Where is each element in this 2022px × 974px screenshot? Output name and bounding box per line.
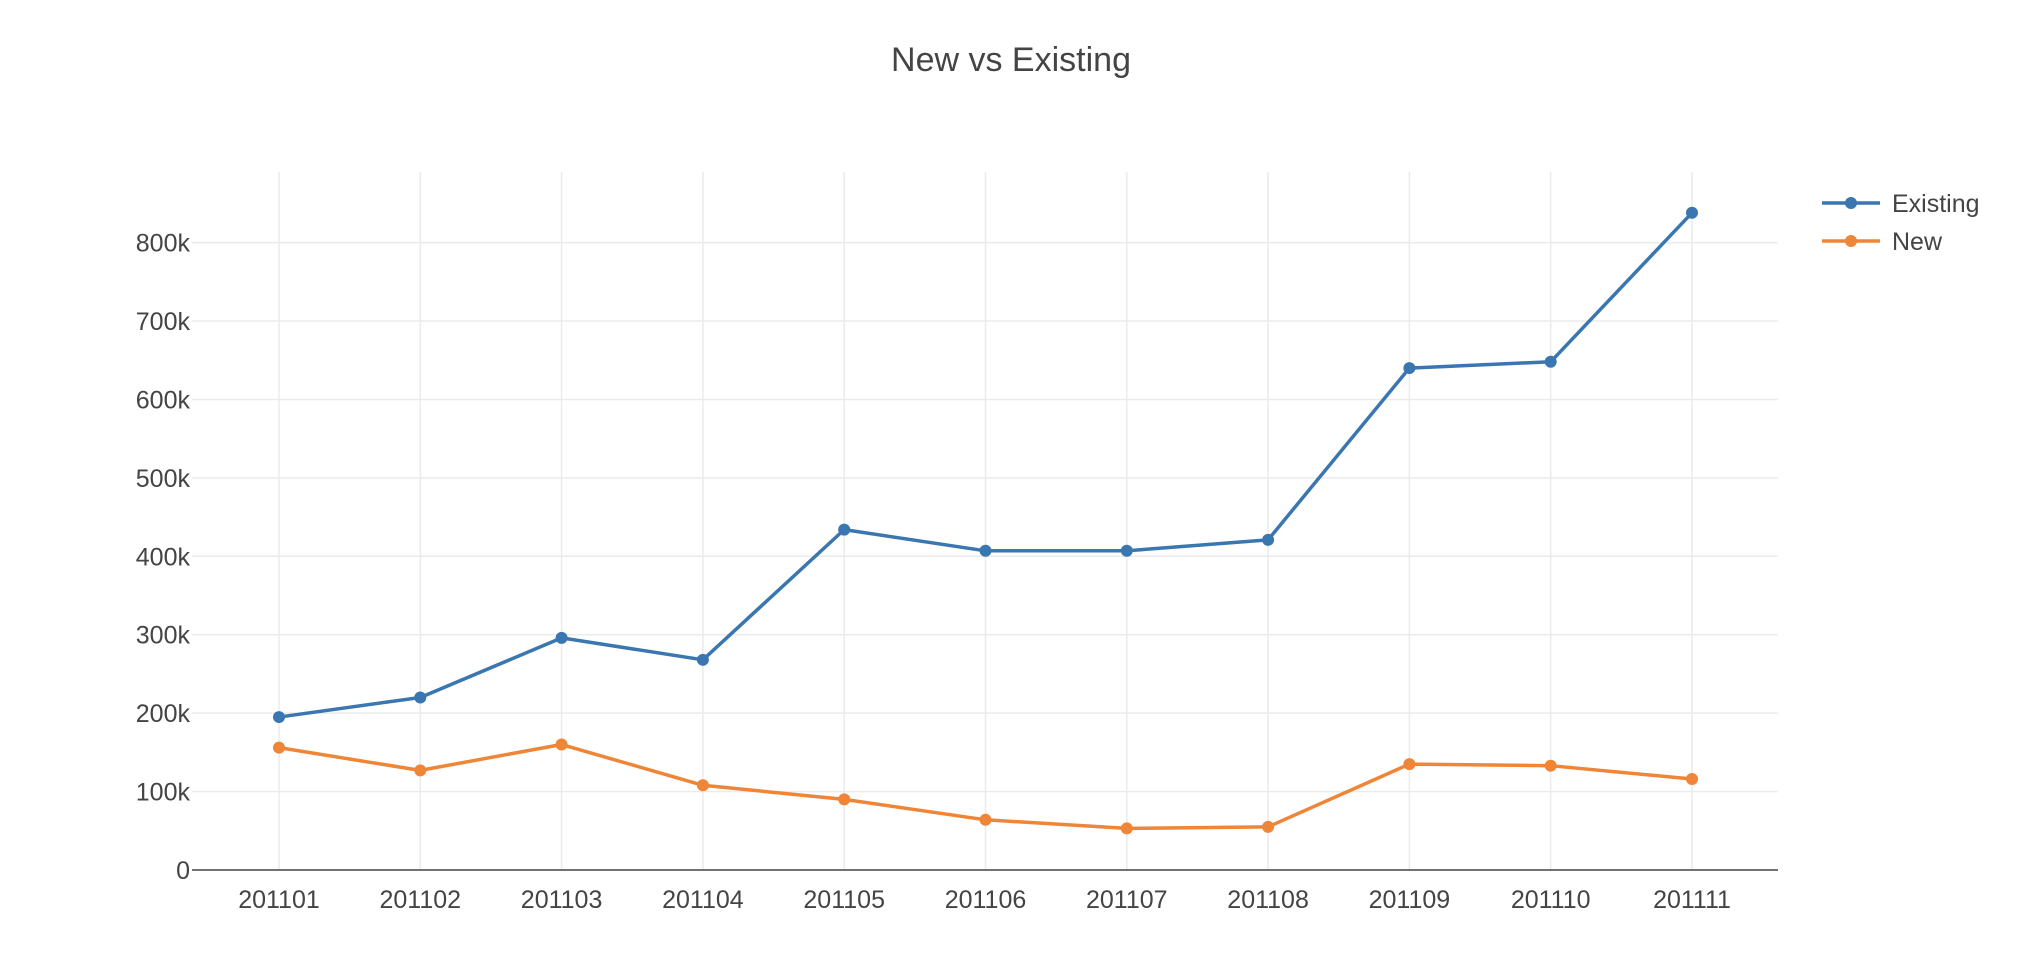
x-tick-label: 201110 (1511, 886, 1591, 914)
data-point-new[interactable] (1544, 759, 1557, 772)
data-point-new[interactable] (696, 779, 709, 792)
x-tick-label: 201101 (238, 886, 320, 914)
legend-swatch-marker (1845, 235, 1857, 247)
y-tick-label: 300k (136, 622, 191, 650)
x-tick-label: 201108 (1227, 886, 1309, 914)
data-point-existing[interactable] (1686, 206, 1698, 219)
x-tick-label: 201103 (521, 886, 603, 914)
data-point-existing[interactable] (1403, 362, 1416, 375)
legend-item-existing[interactable]: Existing (1822, 190, 1980, 218)
grid (192, 172, 1778, 870)
data-point-new[interactable] (555, 738, 568, 751)
y-tick-label: 800k (136, 230, 191, 258)
data-point-existing[interactable] (414, 691, 427, 704)
y-tick-label: 200k (136, 700, 191, 728)
y-tick-label: 500k (136, 465, 191, 493)
x-tick-label: 201109 (1369, 886, 1451, 914)
data-point-new[interactable] (273, 741, 285, 754)
data-point-new[interactable] (838, 793, 851, 806)
data-point-existing[interactable] (1262, 533, 1275, 546)
x-tick-label: 201102 (380, 886, 462, 914)
y-tick-label: 100k (136, 779, 191, 807)
data-point-new[interactable] (1262, 820, 1275, 833)
y-tick-label: 0 (176, 857, 190, 885)
x-tick-label: 201106 (945, 886, 1027, 914)
data-point-new[interactable] (1686, 773, 1698, 786)
legend-item-new[interactable]: New (1822, 228, 1943, 256)
axes: 201101 201102 201103 201104 201105 201106 2011… (136, 230, 1778, 914)
legend-label: New (1892, 228, 1943, 256)
data-point-existing[interactable] (273, 711, 285, 724)
legend-label: Existing (1892, 190, 1980, 218)
legend: Existing New (1822, 190, 1980, 256)
data-point-new[interactable] (1403, 758, 1416, 771)
x-tick-label: 201105 (803, 886, 885, 914)
y-tick-label: 400k (136, 543, 191, 571)
x-tick-label: 201104 (662, 886, 744, 914)
data-point-new[interactable] (979, 813, 992, 826)
data-point-new[interactable] (414, 764, 427, 777)
data-point-existing[interactable] (555, 631, 568, 644)
y-tick-label: 600k (136, 386, 191, 414)
data-point-new[interactable] (1120, 822, 1133, 835)
x-tick-label: 201111 (1653, 886, 1731, 914)
legend-swatch-marker (1845, 197, 1857, 209)
data-point-existing[interactable] (979, 544, 992, 557)
data-point-existing[interactable] (1544, 355, 1557, 368)
chart-title: New vs Existing (891, 41, 1131, 79)
data-point-existing[interactable] (696, 653, 709, 666)
plot-area (273, 206, 1698, 835)
x-tick-label: 201107 (1086, 886, 1168, 914)
data-point-existing[interactable] (1120, 544, 1133, 557)
y-tick-label: 700k (136, 308, 191, 336)
data-point-existing[interactable] (838, 523, 851, 536)
